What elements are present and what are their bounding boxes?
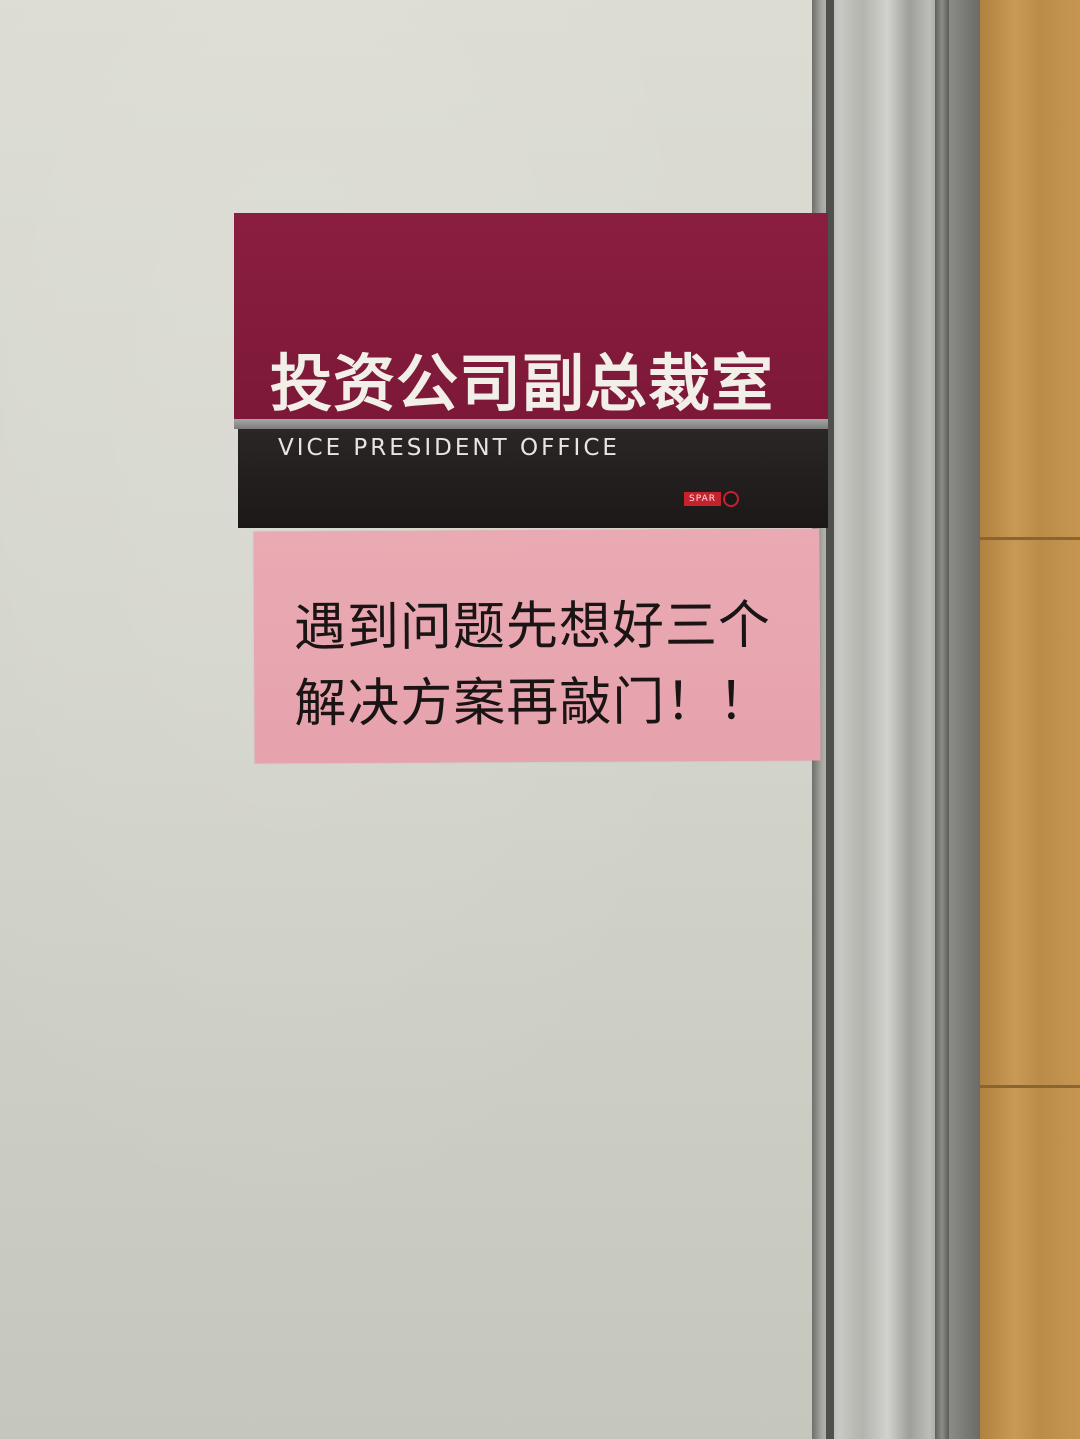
wood-wall-seam (980, 537, 1080, 540)
sign-brand: SPAR (684, 491, 741, 507)
brand-name: SPAR (684, 492, 721, 506)
sign-title-panel (234, 213, 828, 419)
door-frame (812, 0, 980, 1439)
note-line-2: 解决方案再敲门！！ (294, 671, 772, 735)
brand-logo-icon (722, 491, 739, 507)
sign-subtitle-band (238, 429, 828, 528)
door-frame-gap (826, 0, 834, 1439)
door-frame-edge (935, 0, 949, 1439)
pink-paper-note: 遇到问题先想好三个 解决方案再敲门！！ (253, 528, 821, 764)
wood-wall-seam (980, 1085, 1080, 1088)
sign-divider (234, 419, 828, 429)
sign-title-chinese: 投资公司副总裁室 (270, 347, 775, 420)
sign-title-english: VICE PRESIDENT OFFICE (278, 435, 620, 461)
note-line-1: 遇到问题先想好三个 (293, 595, 772, 659)
wood-wall (980, 0, 1080, 1439)
office-sign: 投资公司副总裁室 VICE PRESIDENT OFFICE SPAR (234, 213, 828, 528)
